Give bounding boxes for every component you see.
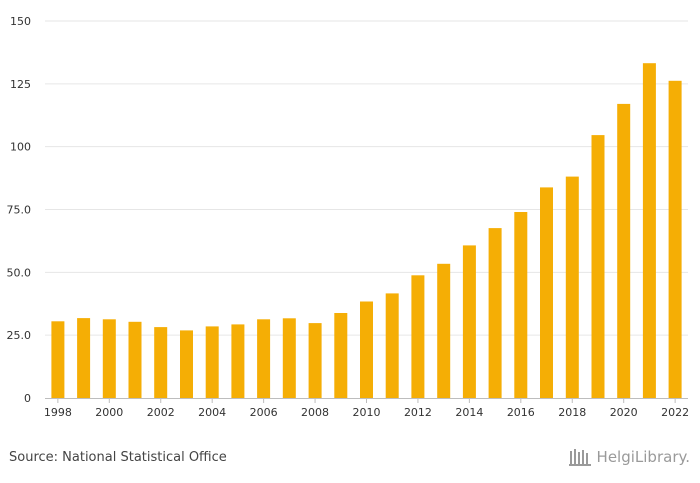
x-tick-label: 2000 — [95, 406, 123, 419]
y-tick-label: 50.0 — [7, 266, 32, 279]
bar-2015 — [488, 228, 502, 398]
x-tick-label: 2020 — [610, 406, 638, 419]
bar-2010 — [360, 301, 373, 398]
bar-2001 — [128, 321, 142, 398]
y-tick-label: 25.0 — [7, 329, 32, 342]
bar-2012 — [411, 275, 425, 398]
y-tick-label: 125 — [10, 78, 31, 91]
x-tick-label: 2010 — [353, 406, 381, 419]
bar-2008 — [308, 323, 322, 398]
bar-2005 — [231, 324, 245, 398]
y-tick-label: 100 — [10, 141, 31, 154]
bar-2002 — [154, 327, 168, 398]
bar-2007 — [282, 318, 296, 398]
y-tick-label: 150 — [10, 15, 31, 28]
bar-2016 — [514, 212, 528, 398]
bar-2021 — [642, 63, 656, 398]
x-tick-label: 2018 — [558, 406, 586, 419]
bar-2009 — [334, 313, 348, 398]
bar-2019 — [591, 135, 605, 398]
y-tick-label: 0 — [24, 392, 31, 405]
bar-2004 — [205, 326, 219, 398]
bar-2018 — [565, 176, 579, 398]
bars — [51, 63, 682, 399]
y-tick-label: 75.0 — [7, 204, 32, 217]
bar-2006 — [257, 319, 271, 398]
x-tick-label: 2012 — [404, 406, 432, 419]
x-tick-label: 2016 — [507, 406, 535, 419]
gridlines — [45, 20, 688, 336]
x-tick-label: 2004 — [198, 406, 226, 419]
x-tick-label: 2014 — [455, 406, 483, 419]
x-tick-label: 2022 — [661, 406, 689, 419]
bar-1999 — [77, 318, 91, 398]
bar-2020 — [617, 103, 631, 399]
source-note: Source: National Statistical Office — [9, 450, 227, 465]
y-axis: 0 25.0 50.0 75.0 100 125 150 — [7, 15, 32, 405]
bar-chart: 0 25.0 50.0 75.0 100 125 150 1998 2000 2002 2004 2… — [7, 15, 690, 419]
bar-2017 — [540, 187, 553, 398]
bar-2022 — [668, 80, 682, 399]
x-tick-label: 2002 — [147, 406, 175, 419]
x-tick-label: 1998 — [44, 406, 72, 419]
x-tick-label: 2008 — [301, 406, 329, 419]
helgi-library-logo: HelgiLibrary. — [568, 448, 690, 466]
bar-2003 — [180, 330, 193, 398]
library-building-icon — [568, 449, 591, 466]
x-tick-label: 2006 — [250, 406, 278, 419]
x-axis: 1998 2000 2002 2004 2006 2008 2010 2012 2014 2016… — [44, 398, 689, 419]
bar-2000 — [102, 319, 116, 398]
bar-2011 — [385, 293, 399, 398]
bar-1998 — [51, 321, 65, 398]
bar-2014 — [462, 245, 476, 398]
logo-text: HelgiLibrary. — [596, 448, 690, 466]
bar-2013 — [437, 263, 451, 398]
